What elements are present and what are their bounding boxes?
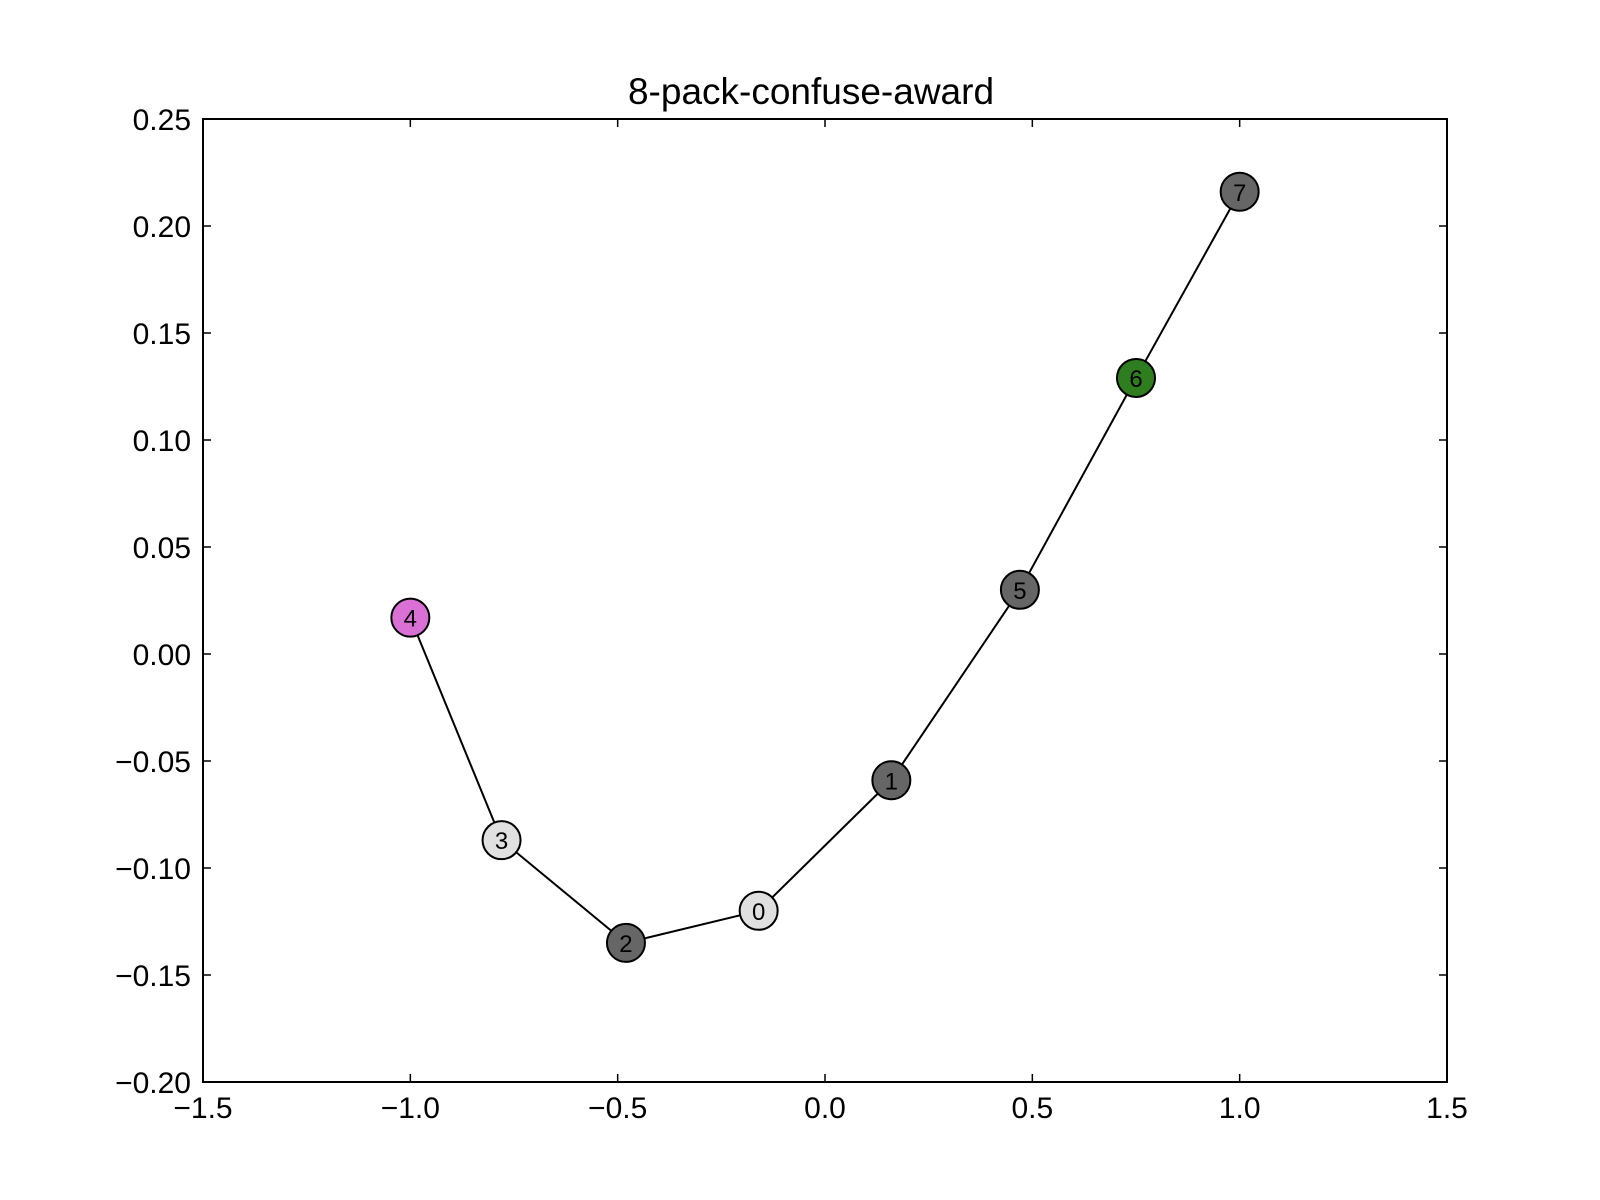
y-tick-label: 0.05 (133, 532, 191, 565)
x-tick-label: −1.0 (381, 1092, 440, 1125)
node-marker (871, 760, 912, 801)
node-label: 2 (619, 931, 632, 958)
node-label: 0 (752, 899, 765, 926)
chart-title: 8-pack-confuse-award (628, 71, 994, 112)
path-segment (757, 779, 893, 912)
x-tick-label: −1.5 (173, 1092, 232, 1125)
y-tick-label: −0.05 (115, 746, 191, 779)
y-tick-label: 0.25 (133, 104, 191, 137)
y-tick-label: 0.10 (133, 425, 191, 458)
y-tick-label: −0.10 (115, 853, 191, 886)
path-segment (625, 909, 759, 944)
node-marker (738, 890, 779, 931)
node-label: 6 (1129, 366, 1142, 393)
y-tick-label: 0.15 (133, 318, 191, 351)
y-tick-label: 0.20 (133, 211, 191, 244)
node-label: 7 (1233, 180, 1246, 207)
node-marker (605, 922, 646, 963)
y-tick-label: 0.00 (133, 639, 191, 672)
x-tick-label: 1.5 (1426, 1092, 1468, 1125)
y-tick-label: −0.15 (115, 960, 191, 993)
x-tick-label: 1.0 (1219, 1092, 1261, 1125)
node-label: 3 (495, 828, 508, 855)
x-tick-label: 0.5 (1011, 1092, 1053, 1125)
plot-frame (202, 118, 1448, 1083)
path-segment (500, 839, 627, 944)
path-segment (409, 617, 503, 841)
node-marker (390, 597, 431, 638)
node-label: 1 (885, 768, 898, 795)
path-segment (890, 589, 1021, 781)
x-tick-label: 0.0 (804, 1092, 846, 1125)
path-segment (1135, 191, 1241, 379)
node-marker (999, 569, 1040, 610)
plot-area: −1.5 −1.0 −0.5 0.0 0.5 1.0 1.5 −0.20 −0.15 −0.10 −… (115, 104, 1468, 1125)
node-marker (1219, 171, 1260, 212)
path-segment (1019, 377, 1137, 591)
y-tick-label: −0.20 (115, 1067, 191, 1100)
node-label: 4 (404, 606, 417, 633)
node-marker (481, 820, 522, 861)
node-marker (1116, 357, 1156, 398)
node-label: 5 (1013, 578, 1026, 605)
x-tick-label: −0.5 (588, 1092, 647, 1125)
